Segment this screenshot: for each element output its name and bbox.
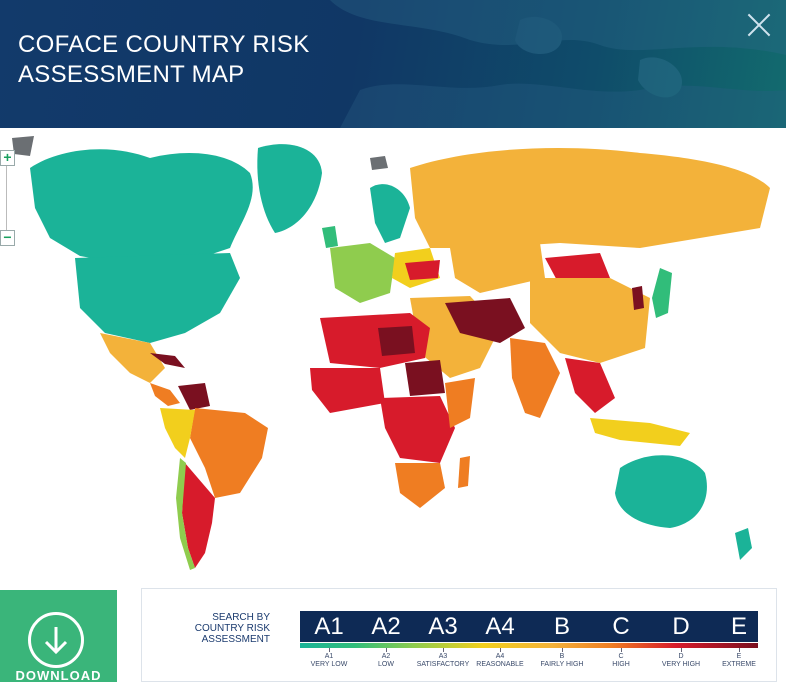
tick-a3: A3 SATISFACTORY: [408, 648, 478, 669]
search-line-1: SEARCH BY: [212, 612, 270, 623]
region-scandinavia: [370, 184, 410, 243]
region-brazil: [190, 408, 268, 498]
tick-a1: A1 VERY LOW: [294, 648, 364, 669]
region-west-africa: [310, 368, 385, 413]
download-label: DOWNLOAD: [15, 668, 102, 683]
tick-b: B FAIRLY HIGH: [527, 648, 597, 669]
grade-button-c[interactable]: C: [612, 613, 630, 640]
page-title: COFACE COUNTRY RISK ASSESSMENT MAP: [18, 30, 310, 90]
region-australia: [615, 455, 707, 528]
world-risk-map[interactable]: [0, 128, 786, 588]
grade-button-d[interactable]: D: [672, 613, 690, 640]
download-button[interactable]: DOWNLOAD: [0, 590, 117, 683]
region-central-africa: [380, 396, 455, 463]
region-east-africa: [445, 378, 475, 428]
plus-icon[interactable]: +: [0, 150, 15, 166]
grade-selector-bar: A1 A2 A3 A4 B C D E: [300, 611, 758, 642]
tick-a4: A4 REASONABLE: [465, 648, 535, 669]
grade-button-a3[interactable]: A3: [428, 613, 458, 640]
region-no-data-svalbard: [370, 156, 388, 170]
region-china: [530, 278, 650, 363]
region-japan: [652, 268, 672, 318]
grade-button-a4[interactable]: A4: [485, 613, 515, 640]
grade-button-a1[interactable]: A1: [314, 613, 344, 640]
region-madagascar: [458, 456, 470, 488]
region-caribbean: [150, 353, 185, 368]
search-line-3: ASSESSMENT: [201, 634, 270, 645]
region-usa: [75, 253, 240, 343]
title-line-1: COFACE COUNTRY RISK: [18, 31, 310, 58]
tick-d: D VERY HIGH: [646, 648, 716, 669]
region-southern-africa: [395, 463, 445, 508]
close-icon[interactable]: [746, 12, 772, 38]
region-venezuela: [178, 383, 210, 410]
search-line-2: COUNTRY RISK: [194, 623, 270, 634]
title-line-2: ASSESSMENT MAP: [18, 61, 245, 88]
region-uk: [322, 226, 338, 248]
region-western-europe: [330, 243, 395, 303]
region-central-america: [150, 383, 180, 406]
zoom-slider-track[interactable]: [6, 166, 7, 230]
region-southeast-asia: [565, 358, 615, 413]
download-arrow-icon: [28, 612, 84, 668]
header-banner: COFACE COUNTRY RISK ASSESSMENT MAP: [0, 0, 786, 128]
region-ukraine: [405, 260, 440, 280]
region-canada: [30, 149, 253, 263]
tick-e: E EXTREME: [704, 648, 774, 669]
region-no-data-alaska-tip: [12, 136, 34, 156]
region-sahel: [405, 360, 445, 396]
region-indonesia: [590, 418, 690, 446]
region-kazakhstan: [450, 243, 545, 293]
grade-button-a2[interactable]: A2: [371, 613, 401, 640]
region-korea: [632, 286, 644, 310]
region-mongolia: [545, 253, 610, 286]
region-argentina: [182, 463, 215, 568]
grade-button-b[interactable]: B: [553, 613, 570, 640]
grade-button-e[interactable]: E: [730, 613, 747, 640]
region-mexico: [100, 333, 165, 383]
region-india: [510, 338, 560, 418]
risk-color-scale: [300, 643, 758, 648]
region-greenland: [257, 144, 322, 233]
globe-background-graphic: [330, 0, 786, 128]
search-by-label: SEARCH BY COUNTRY RISK ASSESSMENT: [142, 612, 270, 645]
tick-a2: A2 LOW: [351, 648, 421, 669]
minus-icon[interactable]: −: [0, 230, 15, 246]
region-russia: [410, 148, 770, 248]
risk-legend: SEARCH BY COUNTRY RISK ASSESSMENT A1 A2 …: [141, 588, 777, 682]
region-iran-afghanistan: [445, 298, 525, 343]
region-andes: [160, 408, 195, 458]
region-libya: [378, 326, 415, 356]
region-new-zealand: [735, 528, 752, 560]
region-chile: [176, 458, 195, 570]
tick-c: C HIGH: [586, 648, 656, 669]
